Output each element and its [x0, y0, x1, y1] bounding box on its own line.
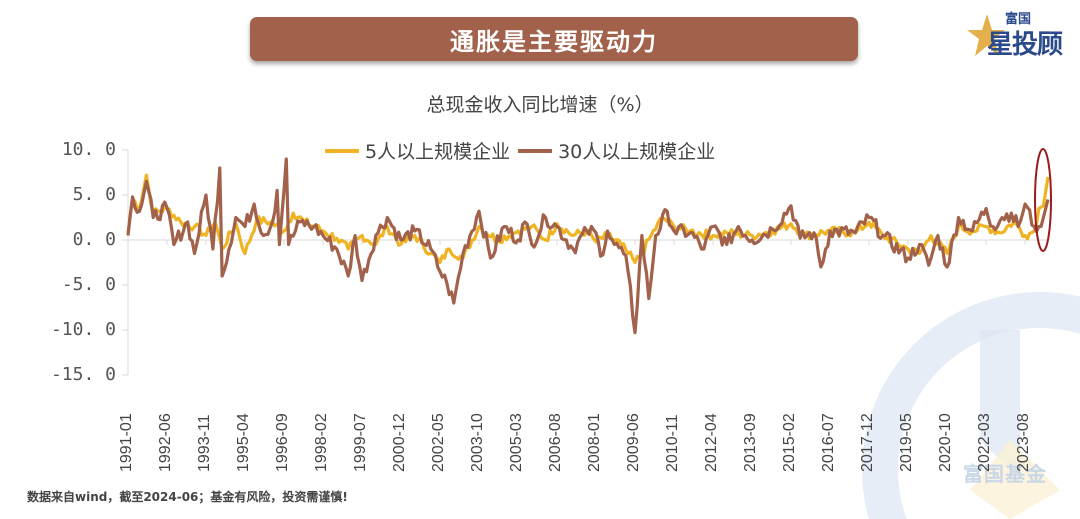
x-tick-label: 2022-03 [976, 413, 994, 472]
x-tick-label: 1992-06 [157, 413, 174, 472]
x-tick-label: 2005-03 [508, 413, 526, 472]
x-tick-label: 2023-08 [1015, 413, 1033, 472]
brand-logo: 富国 星投顾 [965, 4, 1077, 60]
x-tick-label: 2000-12 [391, 413, 409, 472]
x-tick-label: 2010-11 [664, 414, 682, 472]
y-tick-label: -15. 0 [50, 364, 116, 385]
x-tick-label: 2013-09 [742, 413, 760, 472]
x-tick-label: 2008-01 [586, 413, 604, 472]
watermark-logo-icon [862, 292, 1080, 519]
x-tick-label: 1999-07 [352, 413, 369, 472]
x-tick-label: 2016-07 [820, 413, 838, 472]
legend-label: 30人以上规模企业 [558, 141, 716, 163]
legend-swatch-brown [518, 148, 553, 153]
y-tick-label: 5. 0 [72, 184, 116, 205]
y-tick-label: -5. 0 [61, 274, 116, 295]
x-tick-label: 2020-10 [937, 413, 955, 472]
legend-swatch-yellow [325, 148, 359, 153]
x-tick-label: 2002-05 [430, 413, 448, 472]
title-banner: 通胀是主要驱动力 [250, 17, 858, 61]
x-tick-label: 2012-04 [703, 413, 721, 472]
logo-top-text: 富国 [1005, 12, 1032, 27]
x-tick-label: 1993-11 [196, 414, 213, 472]
page-title: 通胀是主要驱动力 [450, 27, 658, 56]
x-tick-label: 2015-02 [781, 413, 799, 472]
x-tick-label: 1991-01 [118, 413, 135, 472]
y-tick-label: 0. 0 [72, 229, 116, 250]
chart-legend: 5人以上规模企业 30人以上规模企业 [325, 137, 723, 164]
legend-item-30-person: 30人以上规模企业 [518, 137, 715, 164]
source-footnote: 数据来自wind，截至2024-06；基金有风险，投资需谨慎! [27, 490, 348, 504]
chart-title: 总现金收入同比增速（%） [426, 94, 654, 116]
watermark-text: 富国基金 [963, 462, 1047, 486]
y-tick-label: 10. 0 [61, 139, 116, 160]
star-icon [967, 14, 1005, 56]
x-tick-label: 1996-09 [274, 413, 291, 472]
x-tick-label: 2006-08 [547, 413, 565, 472]
x-tick-label: 2017-12 [859, 413, 877, 472]
x-tick-label: 2019-05 [898, 413, 916, 472]
x-tick-label: 2009-06 [625, 413, 643, 472]
legend-label: 5人以上规模企业 [365, 141, 511, 163]
x-tick-label: 1998-02 [313, 413, 330, 472]
legend-item-5-person: 5人以上规模企业 [325, 137, 510, 164]
y-tick-label: -10. 0 [50, 319, 116, 340]
x-tick-label: 1995-04 [235, 413, 252, 472]
x-tick-label: 2003-10 [469, 413, 487, 472]
logo-main-text: 星投顾 [987, 30, 1063, 60]
